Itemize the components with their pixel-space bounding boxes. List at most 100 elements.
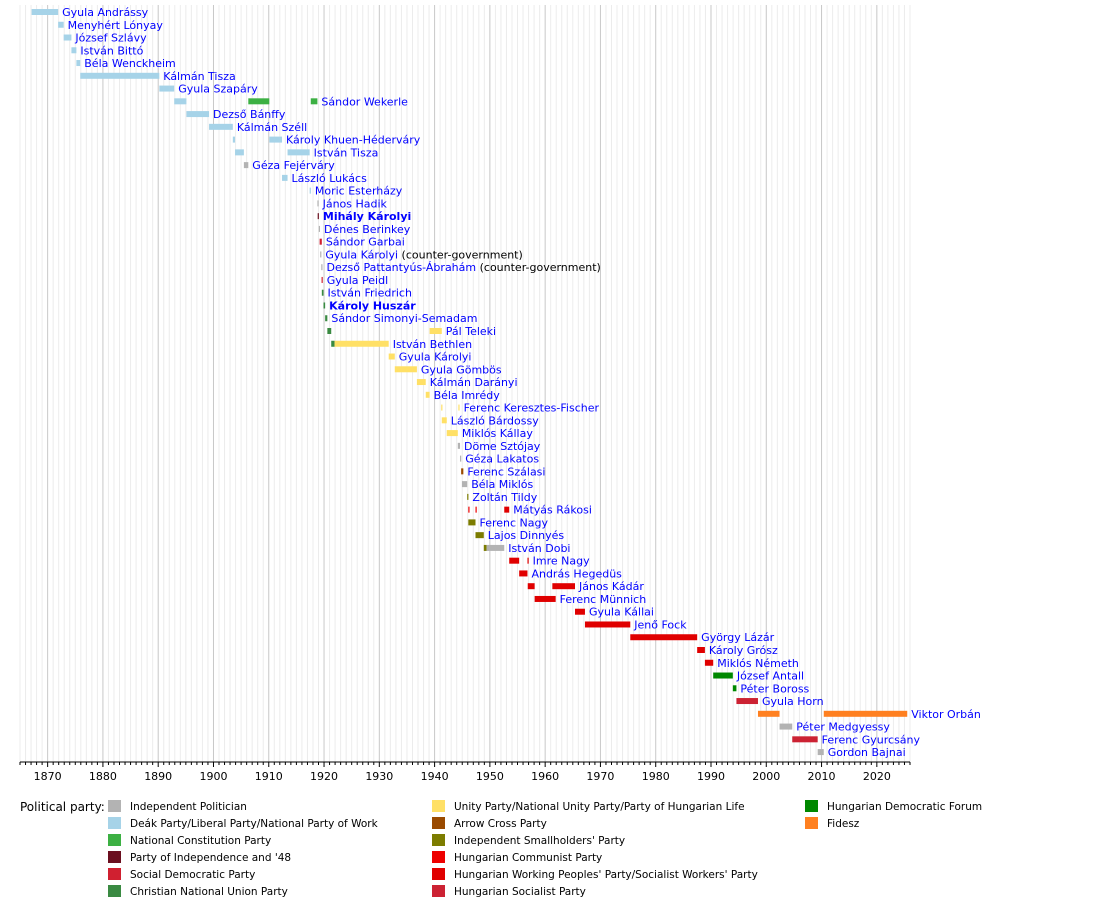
pm-label[interactable]: Zoltán Tildy <box>472 491 537 504</box>
term-bar <box>468 519 476 526</box>
term-bar <box>282 174 288 181</box>
pm-label[interactable]: Ferenc Keresztes-Fischer <box>464 402 600 415</box>
pm-label[interactable]: Géza Lakatos <box>465 453 539 466</box>
pm-label[interactable]: Gyula Andrássy <box>62 6 149 19</box>
term-bar <box>80 72 160 79</box>
pm-label[interactable]: Ferenc Nagy <box>480 516 549 529</box>
legend-label: Social Democratic Party <box>130 869 255 881</box>
term-bar <box>460 455 462 462</box>
pm-label[interactable]: Miklós Németh <box>717 657 799 670</box>
pm-label[interactable]: Viktor Orbán <box>911 708 981 721</box>
pm-label[interactable]: Béla Miklós <box>471 478 533 491</box>
term-bar <box>248 98 270 105</box>
pm-label[interactable]: László Bárdossy <box>451 414 539 427</box>
legend-label: Unity Party/National Unity Party/Party o… <box>454 801 745 813</box>
pm-label[interactable]: József Szlávy <box>74 32 147 45</box>
x-tick-label: 1930 <box>365 770 393 783</box>
pm-label[interactable]: Gyula Peidl <box>327 274 388 287</box>
legend-swatch <box>108 817 121 829</box>
term-bar <box>504 506 510 513</box>
x-tick-label: 1990 <box>697 770 725 783</box>
pm-label[interactable]: Gyula Szapáry <box>178 83 258 96</box>
pm-label[interactable]: Károly Khuen-Héderváry <box>286 134 421 147</box>
pm-label[interactable]: Béla Wenckheim <box>84 57 176 70</box>
term-bar <box>817 749 824 756</box>
pm-label[interactable]: István Dobi <box>508 542 570 555</box>
pm-label[interactable]: Géza Fejérváry <box>252 159 335 172</box>
legend-label: Hungarian Democratic Forum <box>827 801 982 813</box>
pm-label[interactable]: Péter Boross <box>740 682 809 695</box>
term-bar <box>323 302 326 309</box>
pm-label[interactable]: István Bethlen <box>393 338 472 351</box>
term-bar <box>71 47 77 54</box>
pm-label[interactable]: Moric Esterházy <box>315 185 403 198</box>
pm-label[interactable]: Mátyás Rákosi <box>513 504 592 517</box>
pm-label[interactable]: Dezső Bánffy <box>213 108 286 121</box>
pm-label[interactable]: László Lukács <box>292 172 368 185</box>
pm-label[interactable]: Mihály Károlyi <box>323 210 411 223</box>
term-bar <box>317 213 319 220</box>
pm-label[interactable]: Miklós Kállay <box>462 427 534 440</box>
legend-swatch <box>805 817 818 829</box>
pm-label[interactable]: Béla Imrédy <box>434 389 501 402</box>
legend-swatch <box>108 868 121 880</box>
pm-label[interactable]: Kálmán Darányi <box>430 376 518 389</box>
pm-label[interactable]: Ferenc Gyurcsány <box>822 733 921 746</box>
pm-label[interactable]: István Tisza <box>314 146 379 159</box>
term-bar <box>467 493 469 500</box>
pm-label[interactable]: Pál Teleki <box>446 325 496 338</box>
pm-label[interactable]: Sándor Simonyi-Semadam <box>331 312 477 325</box>
pm-label[interactable]: Károly Grósz <box>709 644 778 657</box>
pm-label[interactable]: Lajos Dinnyés <box>488 529 565 542</box>
pm-label[interactable]: Gyula Gömbös <box>421 363 502 376</box>
time-axis: 1870 1880 1890 1900 1910 1920 1930 1940 1950 1960… <box>19 761 911 783</box>
pm-label[interactable]: Ferenc Münnich <box>560 593 647 606</box>
term-bar <box>327 328 332 334</box>
pm-label[interactable]: István Friedrich <box>327 287 411 300</box>
pm-label[interactable]: Imre Nagy <box>533 555 590 568</box>
pm-label[interactable]: Ferenc Szálasi <box>467 465 545 478</box>
term-bar <box>209 123 233 130</box>
term-bars <box>31 9 908 756</box>
pm-label[interactable]: József Antall <box>736 670 804 683</box>
term-bar <box>527 557 529 564</box>
term-bar <box>186 111 210 118</box>
pm-label[interactable]: Sándor Wekerle <box>321 95 408 108</box>
pm-label[interactable]: Sándor Garbai <box>326 236 405 249</box>
pm-label[interactable]: Menyhért Lónyay <box>68 19 164 32</box>
legend-swatch <box>432 851 445 863</box>
term-bar <box>527 583 535 590</box>
x-tick-label: 1900 <box>199 770 227 783</box>
legend-swatch <box>805 800 818 812</box>
legend-label: Deák Party/Liberal Party/National Party … <box>130 818 379 830</box>
term-bar <box>334 340 389 347</box>
pm-label[interactable]: Gyula Kállai <box>589 606 654 619</box>
pm-label[interactable]: János Hadik <box>322 197 388 210</box>
pm-label[interactable]: Döme Sztójay <box>464 440 541 453</box>
legend-label: Party of Independence and '48 <box>130 852 291 864</box>
pm-label[interactable]: Dénes Berinkey <box>324 223 411 236</box>
pm-label[interactable]: Dezső Pattantyús-Ábrahám (counter-govern… <box>326 261 600 274</box>
pm-label[interactable]: Péter Medgyessy <box>796 721 890 734</box>
pm-label[interactable]: István Bittó <box>80 44 143 57</box>
pm-label[interactable]: János Kádár <box>578 580 644 593</box>
term-bar <box>486 544 505 551</box>
term-bar <box>159 85 175 92</box>
pm-label[interactable]: Károly Huszár <box>329 299 416 312</box>
pm-label[interactable]: Jenő Fock <box>633 618 687 631</box>
pm-label[interactable]: Gyula Károlyi (counter-government) <box>325 248 522 261</box>
term-bar <box>63 34 72 41</box>
pm-label[interactable]: Kálmán Széll <box>237 121 307 134</box>
pm-label[interactable]: András Hegedüs <box>531 567 622 580</box>
legend-label: National Constitution Party <box>130 835 271 847</box>
pm-note: (counter-government) <box>398 248 523 261</box>
pm-label[interactable]: Gyula Károlyi <box>399 351 472 364</box>
pm-label[interactable]: Kálmán Tisza <box>163 70 235 83</box>
term-bar <box>269 136 283 143</box>
pm-label[interactable]: György Lázár <box>701 631 774 644</box>
legend-swatch <box>432 817 445 829</box>
pm-label[interactable]: Gordon Bajnai <box>828 746 906 759</box>
term-bar <box>31 9 59 15</box>
pm-label[interactable]: Gyula Horn <box>762 695 824 708</box>
